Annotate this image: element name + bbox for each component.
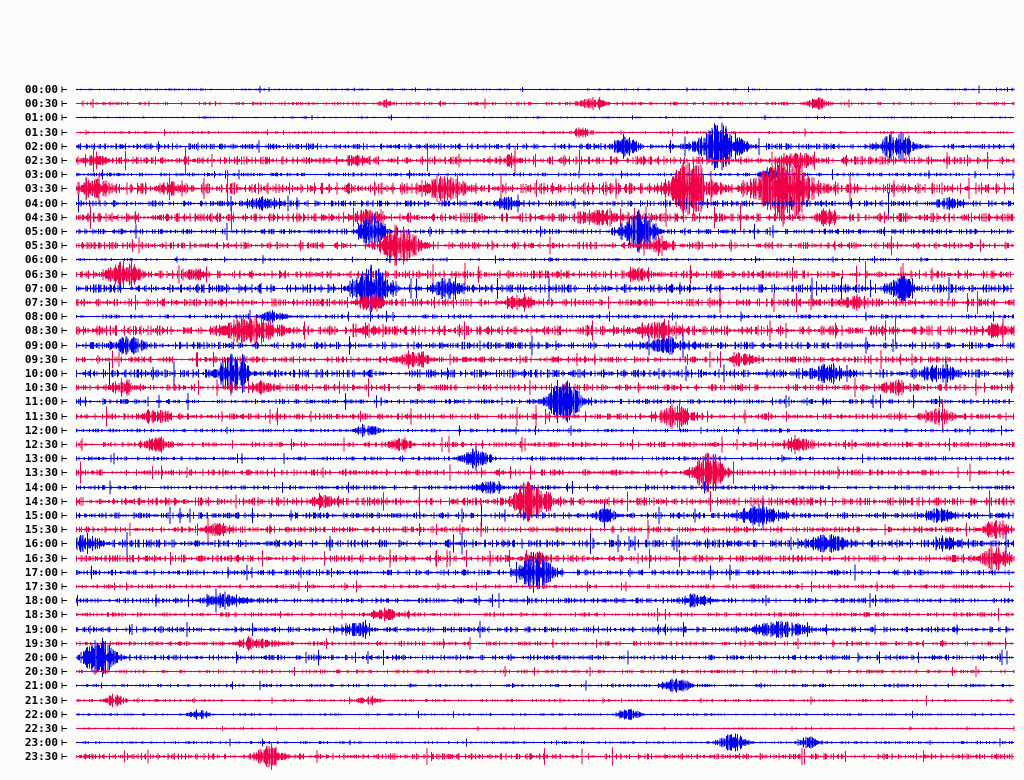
time-tick-label: 21:00: [24, 679, 58, 693]
time-tick-label: 13:30: [24, 466, 58, 480]
time-tick-label: 03:30: [24, 182, 58, 196]
trace-row[interactable]: [60, 465, 1018, 479]
trace-row[interactable]: [60, 494, 1018, 508]
trace-row[interactable]: [60, 238, 1018, 252]
time-tick-label: 14:00: [24, 480, 58, 494]
time-tick-label: 13:00: [24, 452, 58, 466]
trace-row[interactable]: [60, 125, 1018, 139]
time-tick-label: 01:00: [24, 111, 58, 125]
time-tick-label: 21:30: [24, 693, 58, 707]
time-tick-label: 11:00: [24, 395, 58, 409]
time-tick-label: 00:00: [24, 83, 58, 96]
time-tick-label: 23:30: [24, 750, 58, 764]
trace-row[interactable]: [60, 664, 1018, 678]
trace-row[interactable]: [60, 409, 1018, 423]
trace-row[interactable]: [60, 565, 1018, 579]
time-tick-label: 12:30: [24, 438, 58, 451]
time-tick-label: 22:30: [24, 722, 58, 735]
trace-row[interactable]: [60, 508, 1018, 522]
time-tick-label: 02:00: [24, 139, 58, 153]
time-tick-label: 19:00: [24, 622, 58, 636]
trace-row[interactable]: [60, 267, 1018, 281]
time-tick-label: 06:00: [24, 253, 58, 267]
trace-row[interactable]: [60, 366, 1018, 380]
trace-row[interactable]: [60, 295, 1018, 309]
trace-row[interactable]: [60, 309, 1018, 323]
trace-row[interactable]: [60, 352, 1018, 366]
time-tick-label: 05:00: [24, 225, 58, 238]
time-tick-label: 17:00: [24, 565, 58, 579]
trace-row[interactable]: [60, 593, 1018, 607]
trace-row[interactable]: [60, 721, 1018, 735]
time-tick-label: 22:00: [24, 707, 58, 721]
trace-row[interactable]: [60, 622, 1018, 636]
time-tick-label: 08:30: [24, 324, 58, 338]
time-tick-label: 16:00: [24, 537, 58, 551]
time-tick-label: 15:30: [24, 523, 58, 537]
trace-row[interactable]: [60, 693, 1018, 707]
trace-row[interactable]: [60, 451, 1018, 465]
trace-row[interactable]: [60, 139, 1018, 153]
time-tick-label: 12:00: [24, 423, 58, 437]
trace-row[interactable]: [60, 181, 1018, 195]
trace-row[interactable]: [60, 196, 1018, 210]
trace-row[interactable]: [60, 394, 1018, 408]
trace-row[interactable]: [60, 380, 1018, 394]
trace-row[interactable]: [60, 636, 1018, 650]
time-tick-label: 09:30: [24, 352, 58, 366]
time-tick-label: 10:00: [24, 367, 58, 380]
trace-row[interactable]: [60, 437, 1018, 451]
trace-row[interactable]: [60, 82, 1018, 96]
trace-row[interactable]: [60, 153, 1018, 167]
trace-row[interactable]: [60, 252, 1018, 266]
trace-row[interactable]: [60, 281, 1018, 295]
time-tick-label: 18:30: [24, 608, 58, 622]
time-tick-label: 04:00: [24, 196, 58, 210]
trace-row[interactable]: [60, 338, 1018, 352]
trace-row[interactable]: [60, 678, 1018, 692]
time-tick-label: 11:30: [24, 409, 58, 423]
trace-row[interactable]: [60, 522, 1018, 536]
time-tick-label: 09:00: [24, 338, 58, 352]
time-tick-label: 03:00: [24, 168, 58, 182]
trace-row[interactable]: [60, 323, 1018, 337]
trace-row[interactable]: [60, 735, 1018, 749]
time-tick-label: 04:30: [24, 210, 58, 224]
time-tick-label: 17:30: [24, 580, 58, 593]
trace-row[interactable]: [60, 96, 1018, 110]
time-tick-label: 19:30: [24, 636, 58, 650]
trace-row[interactable]: [60, 480, 1018, 494]
trace-row[interactable]: [60, 607, 1018, 621]
time-tick-label: 16:30: [24, 551, 58, 565]
trace-row[interactable]: [60, 110, 1018, 124]
time-tick-label: 20:00: [24, 651, 58, 664]
time-tick-label: 20:30: [24, 665, 58, 679]
trace-row[interactable]: [60, 650, 1018, 664]
time-tick-label: 10:30: [24, 381, 58, 395]
trace-row[interactable]: [60, 707, 1018, 721]
trace-row[interactable]: [60, 224, 1018, 238]
time-tick-label: 01:30: [24, 125, 58, 139]
time-tick-label: 06:30: [24, 267, 58, 281]
time-tick-label: 00:30: [24, 97, 58, 111]
time-tick-label: 23:00: [24, 736, 58, 750]
trace-row[interactable]: [60, 579, 1018, 593]
time-tick-label: 18:00: [24, 594, 58, 608]
trace-row[interactable]: [60, 749, 1018, 763]
trace-row[interactable]: [60, 210, 1018, 224]
trace-row[interactable]: [60, 167, 1018, 181]
trace-row[interactable]: [60, 423, 1018, 437]
time-tick-label: 05:30: [24, 239, 58, 253]
trace-row[interactable]: [60, 551, 1018, 565]
time-tick-label: 14:30: [24, 494, 58, 508]
time-tick-label: 15:00: [24, 509, 58, 522]
time-tick-label: 02:30: [24, 154, 58, 167]
time-tick-label: 07:30: [24, 296, 58, 309]
trace-row[interactable]: [60, 536, 1018, 550]
time-tick-label: 07:00: [24, 281, 58, 295]
time-tick-label: 08:00: [24, 310, 58, 324]
